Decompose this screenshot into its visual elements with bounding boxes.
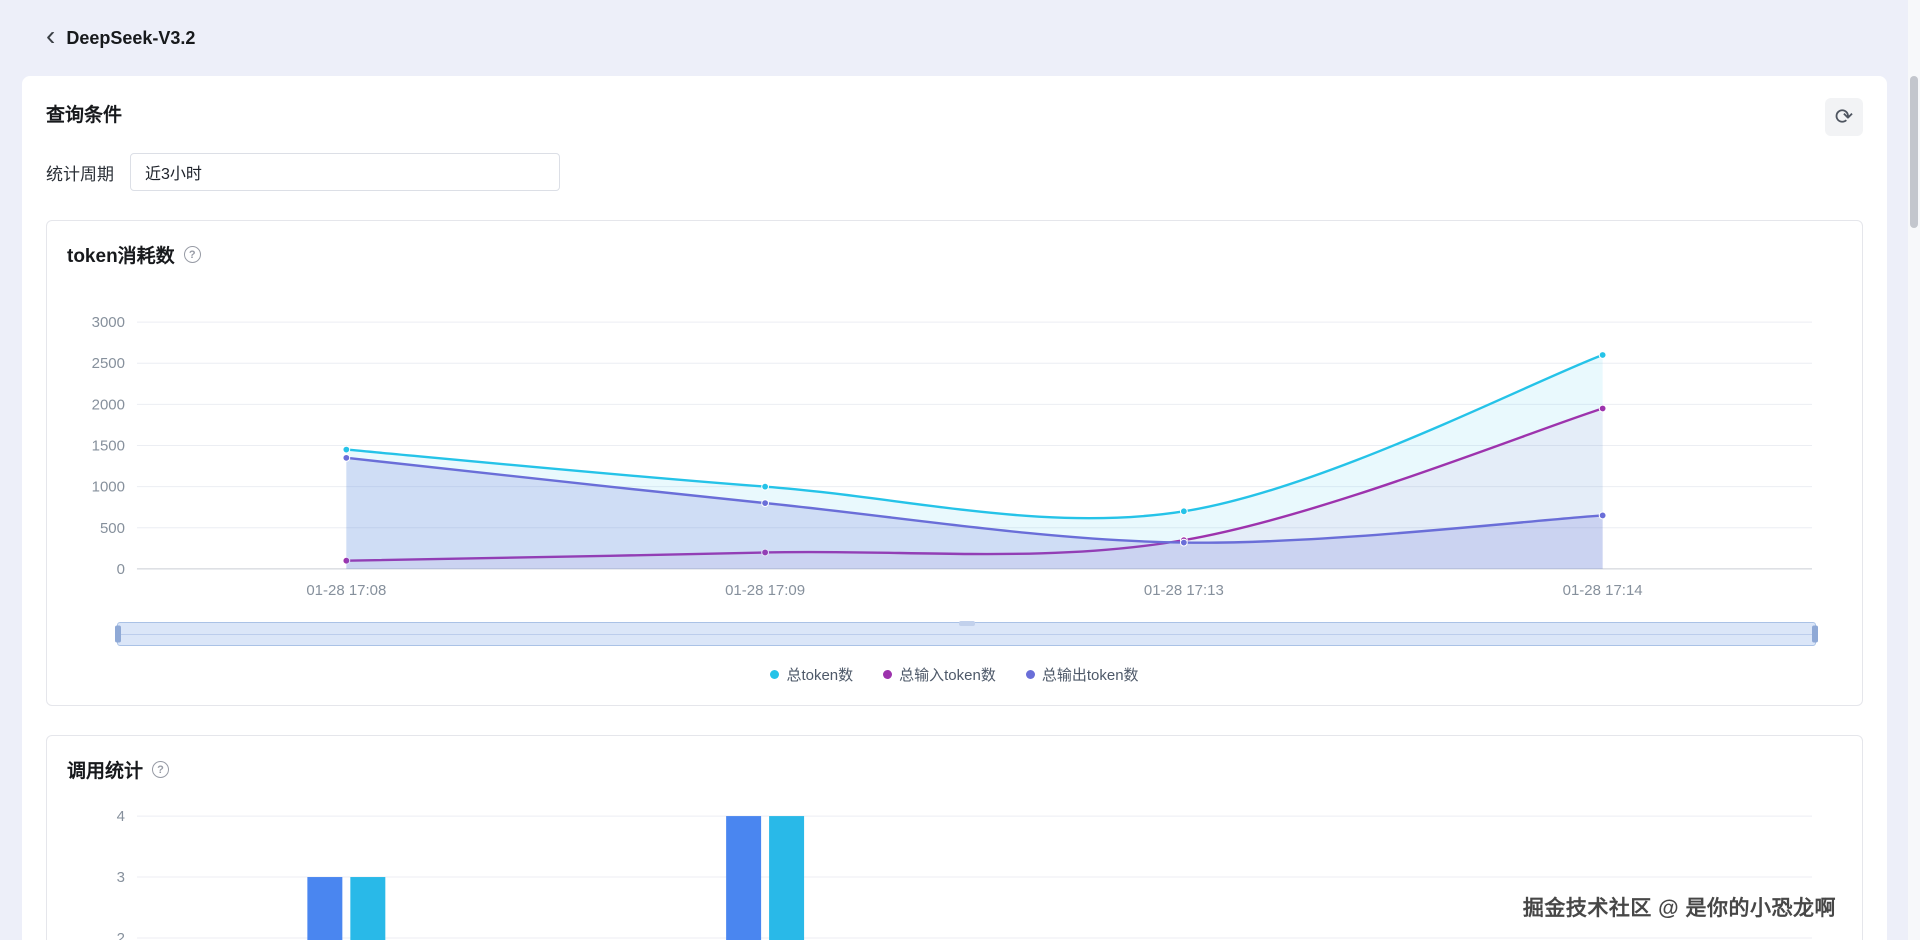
legend-label: 总输入token数	[899, 667, 996, 684]
svg-text:500: 500	[100, 520, 125, 537]
call-chart-title-row: 调用统计 ?	[67, 756, 1842, 783]
svg-text:3: 3	[117, 869, 125, 886]
svg-text:2500: 2500	[92, 355, 125, 372]
refresh-icon: ⟳	[1834, 104, 1854, 129]
svg-text:2000: 2000	[92, 396, 125, 413]
page-title: DeepSeek-V3.2	[66, 27, 196, 48]
back-chevron-icon[interactable]: ‹	[46, 19, 56, 51]
refresh-button[interactable]: ⟳	[1825, 98, 1863, 136]
legend-label: 总输出token数	[1041, 667, 1139, 684]
datazoom-centerline	[118, 634, 1815, 635]
svg-text:0: 0	[117, 561, 125, 578]
svg-text:01-28 17:14: 01-28 17:14	[1563, 582, 1643, 599]
svg-text:4: 4	[117, 808, 125, 825]
page-header: ‹ DeepSeek-V3.2	[0, 0, 1920, 76]
query-form: 统计周期	[46, 153, 1863, 191]
legend-label: 总token数	[786, 667, 854, 684]
legend-item[interactable]: 总token数	[770, 664, 853, 685]
main-card: 查询条件 ⟳ 统计周期 token消耗数 ? 0 500 1000 1500 2000 2…	[22, 76, 1887, 940]
period-label: 统计周期	[46, 164, 114, 184]
period-input[interactable]	[130, 153, 560, 191]
help-icon[interactable]: ?	[152, 761, 170, 778]
svg-text:01-28 17:09: 01-28 17:09	[725, 582, 805, 599]
datazoom-slider[interactable]	[115, 621, 1818, 646]
help-icon[interactable]: ?	[183, 246, 201, 263]
legend-dot-icon	[1025, 670, 1035, 679]
page-scrollbar-track	[1908, 0, 1920, 940]
token-chart-card: token消耗数 ? 0 500 1000 1500 2000 2500 3000 01-28…	[46, 220, 1863, 706]
legend-item[interactable]: 总输入token数	[883, 664, 996, 685]
token-chart-title: token消耗数	[67, 246, 175, 267]
token-chart-title-row: token消耗数 ?	[67, 241, 1842, 268]
chart-legend: 总token数 总输入token数 总输出token数	[67, 664, 1842, 685]
svg-text:1000: 1000	[92, 479, 125, 496]
token-consumption-chart: 0 500 1000 1500 2000 2500 3000 01-28 17:08 01-28…	[92, 314, 1813, 599]
svg-text:01-28 17:13: 01-28 17:13	[1144, 582, 1224, 599]
legend-item[interactable]: 总输出token数	[1025, 664, 1139, 685]
query-section-title: 查询条件	[46, 105, 123, 126]
svg-text:01-28 17:08: 01-28 17:08	[306, 582, 386, 599]
datazoom-handle-right[interactable]	[1812, 625, 1818, 643]
svg-text:3000: 3000	[92, 314, 125, 331]
call-chart-title: 调用统计	[67, 761, 144, 782]
page-scrollbar-thumb[interactable]	[1910, 76, 1918, 228]
datazoom-move-handle[interactable]	[958, 621, 975, 626]
svg-text:2: 2	[117, 930, 125, 940]
datazoom-handle-left[interactable]	[115, 625, 121, 643]
legend-dot-icon	[883, 670, 893, 679]
svg-text:1500: 1500	[92, 437, 125, 454]
legend-dot-icon	[770, 670, 780, 679]
